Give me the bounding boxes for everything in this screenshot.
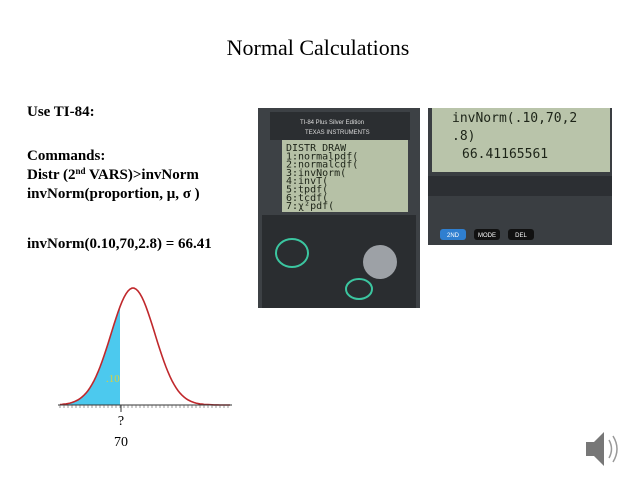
text-run: Distr (2 xyxy=(27,167,75,183)
screen-line: 2:normalcdf( xyxy=(286,160,358,171)
area-label: .10 xyxy=(106,373,120,385)
text-line: Distr (2nd VARS)>invNorm xyxy=(27,166,199,183)
sound-waves[interactable] xyxy=(608,435,618,463)
text-line: invNorm(0.10,70,2.8) = 66.41 xyxy=(27,236,212,252)
screen-line: 7:χ²pdf( xyxy=(286,201,334,212)
buttons: 2ND MODE DEL xyxy=(440,229,534,240)
button xyxy=(440,229,466,240)
mean-label: 70 xyxy=(114,435,128,450)
screen-line: 3:invNorm( xyxy=(286,168,346,179)
highlight xyxy=(275,238,309,268)
key-row xyxy=(428,176,612,196)
text-line: Use TI-84: xyxy=(27,104,95,120)
shaded-area xyxy=(60,306,120,405)
dpad xyxy=(363,245,397,279)
screen-line: 1:normalpdf( xyxy=(286,151,358,162)
button-label: DEL xyxy=(515,233,527,239)
screen-line: .8) xyxy=(452,129,475,144)
screen-line: invNorm(.10,70,2 xyxy=(452,111,577,126)
button xyxy=(508,229,534,240)
calculator-photo: TI-84 Plus Silver Edition TEXAS INSTRUME… xyxy=(258,108,420,308)
screen-line: DISTR DRAW xyxy=(286,143,347,154)
speaker-icon[interactable] xyxy=(586,432,618,466)
maker: TEXAS INSTRUMENTS xyxy=(305,130,370,136)
screen-line: 4:invT( xyxy=(286,176,328,187)
text-line: Commands: xyxy=(27,148,105,164)
screen xyxy=(432,108,610,172)
normal-curve: .10 ? 70 xyxy=(58,287,232,450)
brand: TI-84 Plus Silver Edition xyxy=(300,120,364,126)
bezel xyxy=(270,112,410,140)
screen-line: 6:tcdf( xyxy=(286,193,328,204)
button xyxy=(474,229,500,240)
text-line: invNorm(proportion, μ, σ ) xyxy=(27,186,200,202)
button-label: MODE xyxy=(478,233,496,239)
screen-text: DISTR DRAW1:normalpdf(2:normalcdf(3:invN… xyxy=(286,143,358,212)
text-run: VARS)>invNorm xyxy=(85,167,199,183)
screen xyxy=(282,140,408,212)
axis-ticks xyxy=(59,405,229,408)
superscript: nd xyxy=(75,166,85,176)
speaker[interactable] xyxy=(586,432,604,466)
unknown-label: ? xyxy=(118,414,124,429)
calculator-photo: invNorm(.10,70,2 .8) 66.41165561 2ND MODE DE… xyxy=(428,108,612,245)
screen-text: invNorm(.10,70,2 .8) 66.41165561 xyxy=(452,111,577,162)
screen-line: 66.41165561 xyxy=(462,147,548,162)
screen-line: 5:tpdf( xyxy=(286,185,328,196)
highlight xyxy=(345,278,373,300)
button-label: 2ND xyxy=(447,233,460,239)
bell-curve xyxy=(59,287,230,406)
title: Normal Calculations xyxy=(227,35,410,60)
